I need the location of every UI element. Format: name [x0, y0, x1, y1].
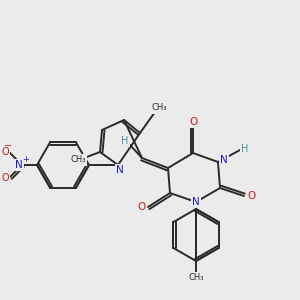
Text: CH₃: CH₃ [70, 155, 86, 164]
Text: H: H [121, 136, 129, 146]
Text: N: N [220, 155, 228, 165]
Text: O: O [137, 202, 145, 212]
Text: CH₃: CH₃ [151, 103, 167, 112]
Text: N: N [116, 165, 124, 175]
Text: O: O [1, 173, 9, 183]
Text: −: − [4, 141, 12, 151]
Text: N: N [15, 160, 23, 170]
Text: O: O [247, 191, 255, 201]
Text: H: H [241, 144, 249, 154]
Text: O: O [189, 117, 197, 127]
Text: O: O [1, 147, 9, 157]
Text: CH₃: CH₃ [188, 274, 204, 283]
Text: N: N [192, 197, 200, 207]
Text: +: + [22, 155, 29, 164]
